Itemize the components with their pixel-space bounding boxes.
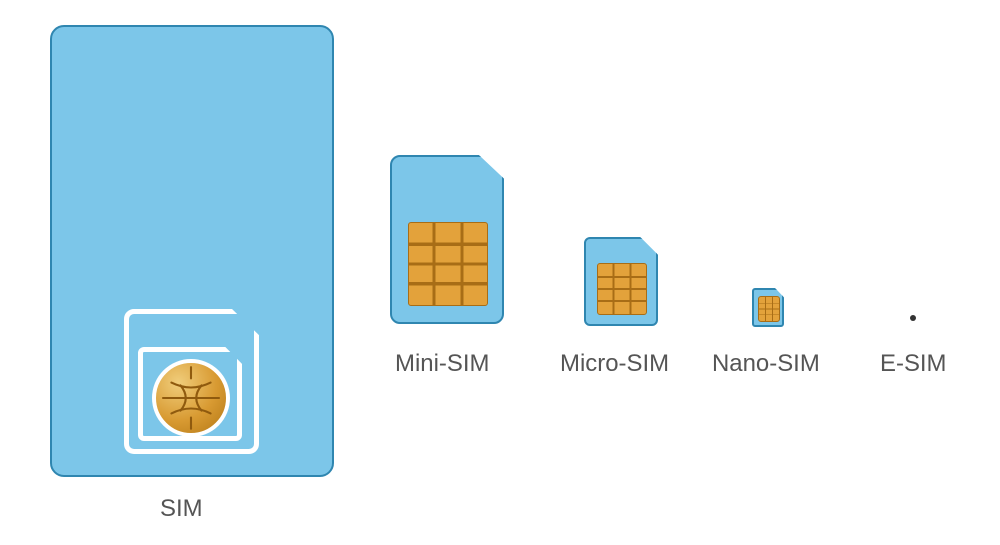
card-e-sim xyxy=(910,315,916,321)
chip-icon xyxy=(597,263,647,315)
card-sim xyxy=(50,25,334,477)
label-micro-sim: Micro-SIM xyxy=(560,350,669,378)
label-mini-sim: Mini-SIM xyxy=(395,350,489,378)
card-micro-sim xyxy=(584,237,658,326)
label-nano-sim: Nano-SIM xyxy=(712,350,820,378)
sim-size-diagram: SIM Mini-SIM Micro-SIM Nano-SIM E-SIM xyxy=(0,0,1000,545)
label-e-sim: E-SIM xyxy=(880,350,947,378)
chip-icon xyxy=(758,296,780,322)
chip-icon xyxy=(408,222,488,306)
label-sim: SIM xyxy=(160,495,203,523)
chip-icon xyxy=(152,359,230,437)
card-mini-sim xyxy=(390,155,504,324)
card-nano-sim xyxy=(752,288,784,327)
